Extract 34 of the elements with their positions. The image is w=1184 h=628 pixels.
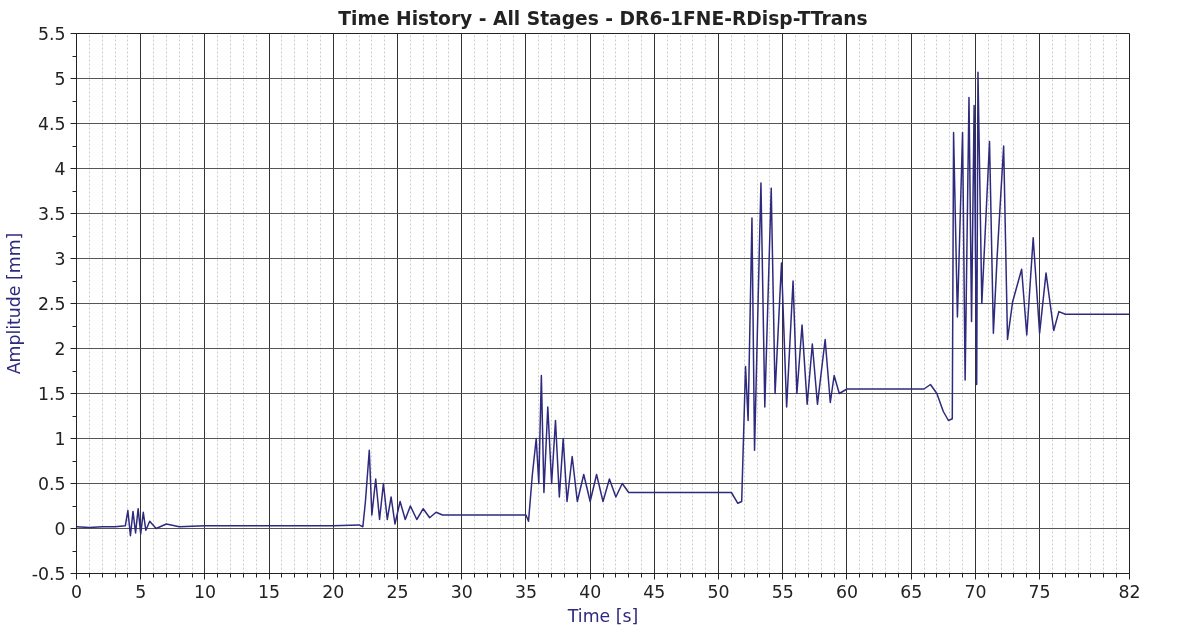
y-tick-label: 2.5: [37, 294, 66, 314]
x-tick-label: 50: [707, 581, 730, 602]
x-axis-title: Time [s]: [566, 605, 639, 626]
y-tick-label: 2: [54, 339, 66, 359]
x-tick-label: 20: [322, 581, 345, 602]
x-tick-label: 35: [514, 581, 537, 602]
x-tick-label: 82: [1118, 581, 1141, 602]
x-tick-label: 0: [70, 581, 83, 602]
x-tick-label: 45: [643, 581, 666, 602]
y-tick-label: 1.5: [37, 384, 66, 404]
x-tick-label: 65: [900, 581, 923, 602]
y-tick-label: -0.5: [31, 564, 66, 584]
x-tick-label: 75: [1028, 581, 1051, 602]
y-tick-label: 1: [54, 429, 66, 449]
x-tick-label: 10: [193, 581, 216, 602]
x-tick-label: 40: [579, 581, 602, 602]
y-axis-title: Amplitude [mm]: [3, 232, 24, 375]
y-tick-label: 0: [54, 519, 66, 539]
x-tick-label: 25: [386, 581, 409, 602]
x-tick-label: 60: [835, 581, 859, 602]
y-tick-label: 3.5: [37, 204, 66, 224]
y-tick-label: 3: [54, 249, 66, 269]
x-tick-label: 15: [258, 581, 281, 602]
x-tick-label: 70: [964, 581, 987, 602]
line-series: [76, 71, 1130, 537]
x-tick-label: 30: [450, 581, 473, 602]
x-tick-label: 5: [135, 581, 147, 602]
y-tick-label: 4.5: [37, 114, 66, 134]
x-tick-label: 55: [771, 581, 794, 602]
y-tick-label: 4: [54, 159, 66, 179]
chart-title: Time History - All Stages - DR6-1FNE-RDisp-TTrans: [338, 7, 868, 29]
y-tick-label: 0.5: [37, 474, 66, 494]
y-tick-label: 5: [54, 69, 66, 89]
y-tick-label: 5.5: [37, 24, 66, 44]
